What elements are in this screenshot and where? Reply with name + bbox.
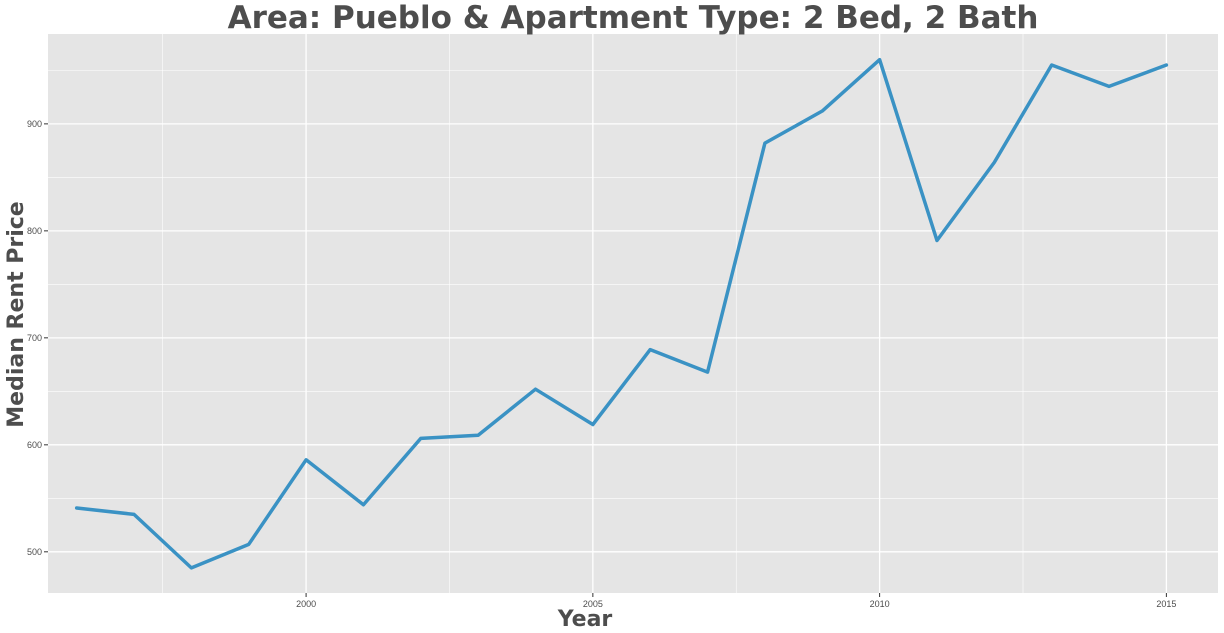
x-axis-title: Year	[557, 607, 613, 632]
y-tick-label: 700	[27, 333, 42, 343]
chart-title: Area: Pueblo & Apartment Type: 2 Bed, 2 …	[228, 0, 1039, 36]
x-tick-label: 2005	[583, 599, 603, 609]
x-axis-ticks: 2000 2005 2010 2015	[296, 593, 1176, 609]
y-tick-label: 800	[27, 226, 42, 236]
x-tick-label: 2000	[296, 599, 316, 609]
y-tick-label: 900	[27, 119, 42, 129]
minor-gridlines	[48, 34, 1218, 593]
plot-panel	[48, 34, 1218, 593]
y-tick-label: 600	[27, 440, 42, 450]
major-gridlines	[48, 34, 1218, 593]
y-axis-ticks: 500 600 700 800 900	[27, 119, 48, 557]
y-axis-title: Median Rent Price	[4, 201, 29, 427]
y-tick-label: 500	[27, 547, 42, 557]
series-line	[74, 57, 1169, 570]
series-layer	[74, 57, 1169, 570]
x-tick-label: 2010	[870, 599, 890, 609]
x-tick-label: 2015	[1156, 599, 1176, 609]
